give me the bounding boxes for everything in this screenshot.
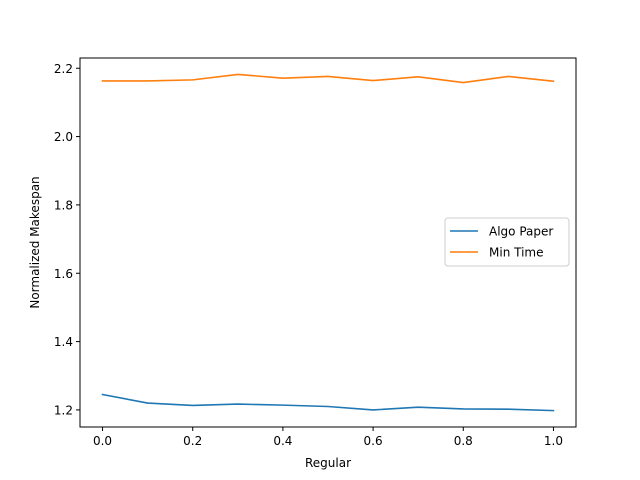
legend-label-0: Algo Paper — [489, 225, 553, 239]
series-line-0 — [101, 393, 555, 412]
y-tick-label: 1.8 — [54, 198, 73, 212]
x-tick-label: 1.0 — [544, 434, 563, 448]
x-axis: 0.0 0.2 0.4 0.6 0.8 1.0 — [93, 427, 563, 448]
series-layer — [101, 73, 555, 412]
x-tick-label: 0.6 — [364, 434, 383, 448]
plot-area-frame — [79, 57, 577, 428]
legend-label-1: Min Time — [489, 246, 543, 260]
y-tick-label: 1.6 — [54, 267, 73, 281]
x-axis-label: Regular — [305, 456, 351, 470]
x-tick-label: 0.2 — [183, 434, 202, 448]
x-tick-label: 0.4 — [273, 434, 292, 448]
y-tick-label: 2.2 — [54, 62, 73, 76]
y-tick-label: 1.2 — [54, 403, 73, 417]
series-line-1 — [101, 73, 555, 84]
x-tick-label: 0.0 — [93, 434, 112, 448]
y-axis: 1.2 1.4 1.6 1.8 2.0 2.2 — [54, 62, 80, 417]
y-tick-label: 1.4 — [54, 335, 73, 349]
x-tick-label: 0.8 — [454, 434, 473, 448]
legend-box — [444, 217, 570, 267]
legend: Algo Paper Min Time — [444, 217, 570, 267]
y-axis-label: Normalized Makespan — [28, 176, 42, 308]
y-tick-label: 2.0 — [54, 130, 73, 144]
